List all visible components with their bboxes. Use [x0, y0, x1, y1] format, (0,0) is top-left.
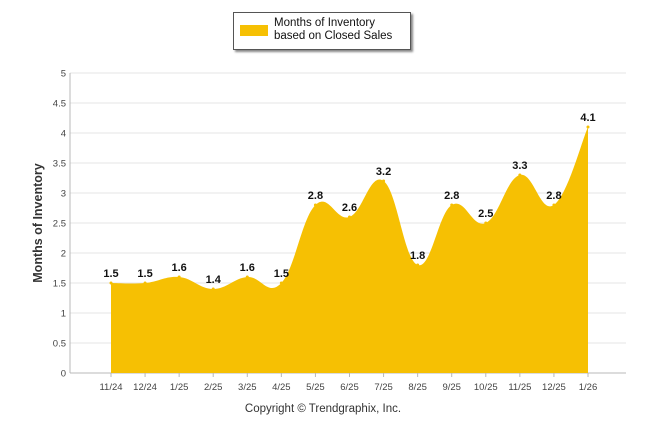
y-tick-label: 0.5 [53, 339, 66, 350]
data-point [518, 173, 522, 177]
y-tick-label: 5 [61, 69, 66, 80]
data-point [416, 263, 420, 267]
x-tick-label: 7/25 [374, 382, 393, 393]
data-label: 1.5 [137, 268, 152, 280]
data-point [313, 203, 317, 207]
x-tick-label: 8/25 [408, 382, 427, 393]
data-label: 4.1 [580, 112, 595, 124]
y-tick-label: 4 [61, 129, 66, 140]
y-axis-title: Months of Inventory [31, 163, 45, 283]
data-label: 1.8 [410, 250, 425, 262]
x-tick-label: 1/25 [170, 382, 189, 393]
copyright-text: Copyright © Trendgraphix, Inc. [244, 403, 402, 415]
x-tick-label: 12/24 [133, 382, 157, 393]
data-point [279, 281, 283, 285]
x-tick-label: 1/26 [579, 382, 598, 393]
x-tick-label: 5/25 [306, 382, 325, 393]
data-point [484, 221, 488, 225]
data-label: 1.6 [240, 262, 255, 274]
area-series [111, 127, 588, 373]
y-tick-label: 2.5 [53, 219, 66, 230]
x-tick-label: 3/25 [238, 382, 257, 393]
y-tick-label: 4.5 [53, 99, 66, 110]
x-tick-label: 10/25 [474, 382, 498, 393]
x-tick-label: 4/25 [272, 382, 291, 393]
legend[interactable]: Months of Inventory based on Closed Sale… [233, 12, 411, 50]
data-point [143, 281, 147, 285]
data-point [348, 215, 351, 219]
data-point [109, 281, 113, 285]
x-tick-label: 12/25 [542, 382, 566, 393]
x-tick-label: 11/25 [508, 382, 531, 393]
data-label: 2.8 [444, 190, 459, 202]
data-label: 3.2 [376, 166, 391, 178]
data-label: 2.6 [342, 202, 357, 214]
y-tick-label: 0 [61, 369, 66, 380]
data-point [177, 275, 181, 279]
data-point [450, 203, 454, 207]
legend-label: Months of Inventory based on Closed Sale… [274, 17, 393, 42]
data-label: 2.8 [308, 190, 323, 202]
y-tick-label: 1 [61, 309, 66, 320]
data-label: 2.5 [478, 208, 493, 220]
data-point [382, 179, 386, 183]
data-point [586, 125, 590, 129]
data-point [552, 203, 556, 207]
legend-swatch [240, 25, 268, 36]
data-label: 2.8 [546, 190, 561, 202]
x-tick-label: 2/25 [204, 382, 223, 393]
x-tick-label: 11/24 [99, 382, 122, 393]
y-tick-label: 3.5 [53, 159, 66, 170]
x-tick-label: 6/25 [340, 382, 359, 393]
x-tick-label: 9/25 [442, 382, 461, 393]
y-tick-label: 3 [61, 189, 66, 200]
data-label: 1.6 [171, 262, 186, 274]
data-label: 1.4 [206, 274, 222, 286]
y-tick-label: 2 [61, 249, 66, 260]
data-label: 1.5 [103, 268, 118, 280]
data-label: 3.3 [512, 160, 527, 172]
data-point [211, 287, 215, 291]
y-tick-label: 1.5 [53, 279, 66, 290]
data-point [245, 275, 249, 279]
data-label: 1.5 [274, 268, 289, 280]
